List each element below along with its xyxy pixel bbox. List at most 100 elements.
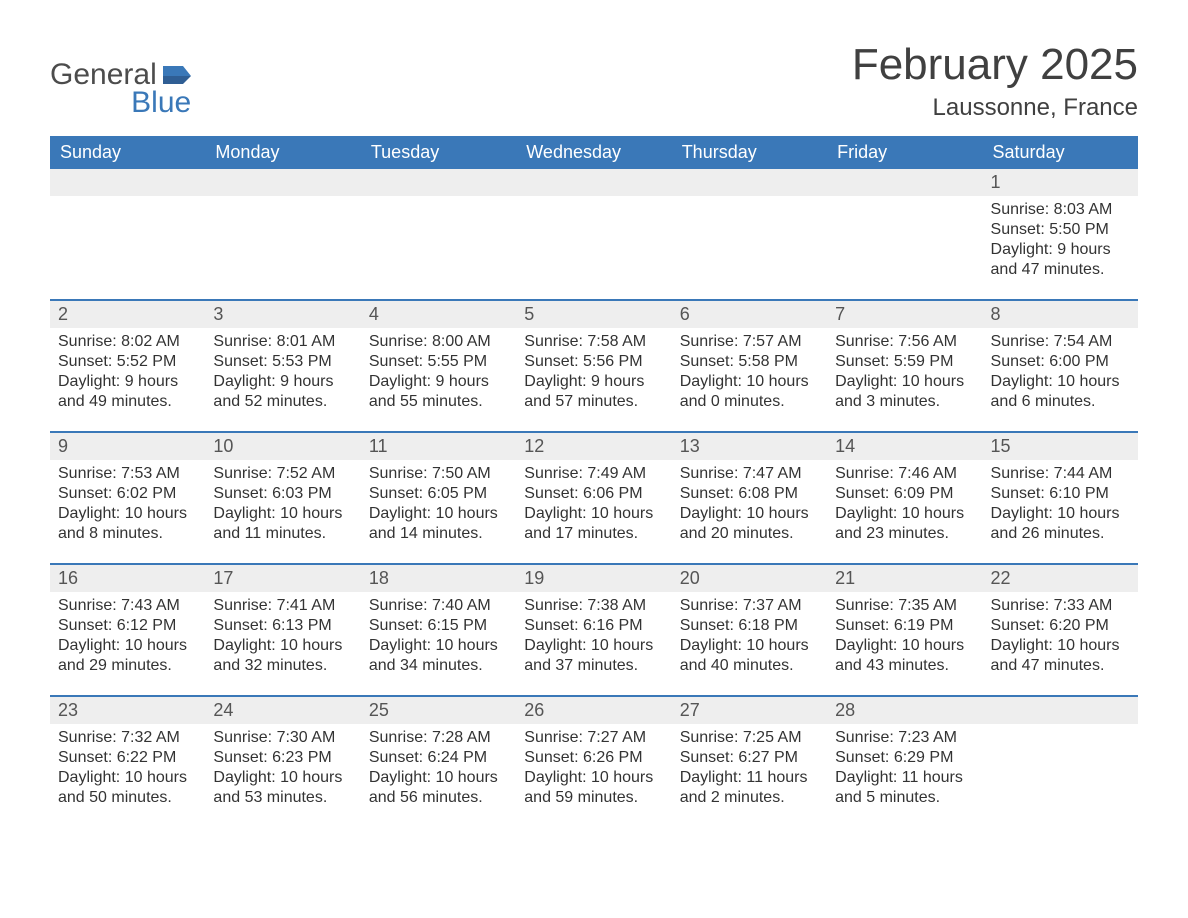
sunset-text: Sunset: 6:05 PM: [369, 484, 508, 504]
day-details: Sunrise: 8:02 AMSunset: 5:52 PMDaylight:…: [58, 332, 197, 412]
sunrise-text: Sunrise: 7:50 AM: [369, 464, 508, 484]
weekday-header: Monday: [205, 136, 360, 169]
day-details: Sunrise: 8:03 AMSunset: 5:50 PMDaylight:…: [991, 200, 1130, 280]
daylight-text: Daylight: 10 hours and 59 minutes.: [524, 768, 663, 808]
calendar-day: 2 Sunrise: 8:02 AMSunset: 5:52 PMDaylight…: [50, 301, 205, 431]
sunrise-text: Sunrise: 8:02 AM: [58, 332, 197, 352]
weekday-header: Tuesday: [361, 136, 516, 169]
sunrise-text: Sunrise: 7:58 AM: [524, 332, 663, 352]
weekday-header: Saturday: [983, 136, 1138, 169]
sunset-text: Sunset: 6:08 PM: [680, 484, 819, 504]
daylight-text: Daylight: 10 hours and 53 minutes.: [213, 768, 352, 808]
day-number: 18: [361, 565, 516, 592]
day-number: [50, 169, 205, 196]
day-number: [516, 169, 671, 196]
sunrise-text: Sunrise: 7:44 AM: [991, 464, 1130, 484]
calendar-day: 21 Sunrise: 7:35 AMSunset: 6:19 PMDayligh…: [827, 565, 982, 695]
day-number: 16: [50, 565, 205, 592]
sunrise-text: Sunrise: 7:57 AM: [680, 332, 819, 352]
sunset-text: Sunset: 6:23 PM: [213, 748, 352, 768]
daylight-text: Daylight: 10 hours and 14 minutes.: [369, 504, 508, 544]
daylight-text: Daylight: 9 hours and 57 minutes.: [524, 372, 663, 412]
header: General Blue February 2025 Laussonne, Fr…: [50, 40, 1138, 122]
calendar-day: [50, 169, 205, 299]
page: General Blue February 2025 Laussonne, Fr…: [0, 0, 1188, 867]
calendar-day: [361, 169, 516, 299]
title-block: February 2025 Laussonne, France: [852, 40, 1138, 122]
day-details: Sunrise: 7:27 AMSunset: 6:26 PMDaylight:…: [524, 728, 663, 808]
sunrise-text: Sunrise: 7:43 AM: [58, 596, 197, 616]
sunset-text: Sunset: 6:00 PM: [991, 352, 1130, 372]
calendar-day: [205, 169, 360, 299]
calendar-day: 8Sunrise: 7:54 AMSunset: 6:00 PMDaylight…: [983, 301, 1138, 431]
sunset-text: Sunset: 6:24 PM: [369, 748, 508, 768]
day-number: 2: [50, 301, 205, 328]
sunset-text: Sunset: 5:56 PM: [524, 352, 663, 372]
location-label: Laussonne, France: [852, 94, 1138, 122]
day-number: 5: [516, 301, 671, 328]
calendar-day: 22Sunrise: 7:33 AMSunset: 6:20 PMDayligh…: [983, 565, 1138, 695]
calendar-day: 1 Sunrise: 8:03 AMSunset: 5:50 PMDaylight…: [983, 169, 1138, 299]
sunrise-text: Sunrise: 8:01 AM: [213, 332, 352, 352]
calendar-day: 14Sunrise: 7:46 AMSunset: 6:09 PMDayligh…: [827, 433, 982, 563]
calendar-day: 11 Sunrise: 7:50 AMSunset: 6:05 PMDayligh…: [361, 433, 516, 563]
sunrise-text: Sunrise: 7:25 AM: [680, 728, 819, 748]
sunrise-text: Sunrise: 7:27 AM: [524, 728, 663, 748]
daylight-text: Daylight: 10 hours and 34 minutes.: [369, 636, 508, 676]
sunset-text: Sunset: 6:16 PM: [524, 616, 663, 636]
calendar-week: 23Sunrise: 7:32 AMSunset: 6:22 PMDayligh…: [50, 695, 1138, 827]
daylight-text: Daylight: 10 hours and 20 minutes.: [680, 504, 819, 544]
sunrise-text: Sunrise: 7:32 AM: [58, 728, 197, 748]
daylight-text: Daylight: 11 hours and 2 minutes.: [680, 768, 819, 808]
daylight-text: Daylight: 10 hours and 0 minutes.: [680, 372, 819, 412]
sunset-text: Sunset: 6:13 PM: [213, 616, 352, 636]
day-details: Sunrise: 7:49 AMSunset: 6:06 PMDaylight:…: [524, 464, 663, 544]
sunset-text: Sunset: 6:15 PM: [369, 616, 508, 636]
sunrise-text: Sunrise: 7:41 AM: [213, 596, 352, 616]
day-details: Sunrise: 7:38 AMSunset: 6:16 PMDaylight:…: [524, 596, 663, 676]
weekday-header: Sunday: [50, 136, 205, 169]
day-details: Sunrise: 7:53 AMSunset: 6:02 PMDaylight:…: [58, 464, 197, 544]
sunset-text: Sunset: 6:12 PM: [58, 616, 197, 636]
calendar-day: 15Sunrise: 7:44 AMSunset: 6:10 PMDayligh…: [983, 433, 1138, 563]
calendar: SundayMondayTuesdayWednesdayThursdayFrid…: [50, 136, 1138, 827]
brand-word-2: Blue: [50, 88, 191, 118]
calendar-day: 24Sunrise: 7:30 AMSunset: 6:23 PMDayligh…: [205, 697, 360, 827]
day-details: Sunrise: 7:50 AMSunset: 6:05 PMDaylight:…: [369, 464, 508, 544]
day-number: [827, 169, 982, 196]
day-number: 15: [983, 433, 1138, 460]
weekday-header: Wednesday: [516, 136, 671, 169]
daylight-text: Daylight: 10 hours and 23 minutes.: [835, 504, 974, 544]
day-details: Sunrise: 7:37 AMSunset: 6:18 PMDaylight:…: [680, 596, 819, 676]
sunrise-text: Sunrise: 8:03 AM: [991, 200, 1130, 220]
day-details: Sunrise: 7:57 AMSunset: 5:58 PMDaylight:…: [680, 332, 819, 412]
daylight-text: Daylight: 9 hours and 55 minutes.: [369, 372, 508, 412]
calendar-day: 13Sunrise: 7:47 AMSunset: 6:08 PMDayligh…: [672, 433, 827, 563]
daylight-text: Daylight: 10 hours and 8 minutes.: [58, 504, 197, 544]
sunset-text: Sunset: 6:22 PM: [58, 748, 197, 768]
day-details: Sunrise: 7:54 AMSunset: 6:00 PMDaylight:…: [991, 332, 1130, 412]
day-details: Sunrise: 8:01 AMSunset: 5:53 PMDaylight:…: [213, 332, 352, 412]
day-details: Sunrise: 7:35 AMSunset: 6:19 PMDaylight:…: [835, 596, 974, 676]
day-details: Sunrise: 7:40 AMSunset: 6:15 PMDaylight:…: [369, 596, 508, 676]
daylight-text: Daylight: 10 hours and 56 minutes.: [369, 768, 508, 808]
daylight-text: Daylight: 10 hours and 17 minutes.: [524, 504, 663, 544]
calendar-day: 12Sunrise: 7:49 AMSunset: 6:06 PMDayligh…: [516, 433, 671, 563]
daylight-text: Daylight: 10 hours and 50 minutes.: [58, 768, 197, 808]
sunset-text: Sunset: 5:59 PM: [835, 352, 974, 372]
sunset-text: Sunset: 6:29 PM: [835, 748, 974, 768]
calendar-day: 19Sunrise: 7:38 AMSunset: 6:16 PMDayligh…: [516, 565, 671, 695]
day-number: 25: [361, 697, 516, 724]
sunset-text: Sunset: 5:53 PM: [213, 352, 352, 372]
sunset-text: Sunset: 6:19 PM: [835, 616, 974, 636]
calendar-day: 16Sunrise: 7:43 AMSunset: 6:12 PMDayligh…: [50, 565, 205, 695]
weekday-header-row: SundayMondayTuesdayWednesdayThursdayFrid…: [50, 136, 1138, 169]
day-number: 13: [672, 433, 827, 460]
day-number: 11: [361, 433, 516, 460]
calendar-day: 25Sunrise: 7:28 AMSunset: 6:24 PMDayligh…: [361, 697, 516, 827]
calendar-day: [516, 169, 671, 299]
day-number: 21: [827, 565, 982, 592]
day-details: Sunrise: 7:25 AMSunset: 6:27 PMDaylight:…: [680, 728, 819, 808]
day-number: 1: [983, 169, 1138, 196]
day-number: 27: [672, 697, 827, 724]
